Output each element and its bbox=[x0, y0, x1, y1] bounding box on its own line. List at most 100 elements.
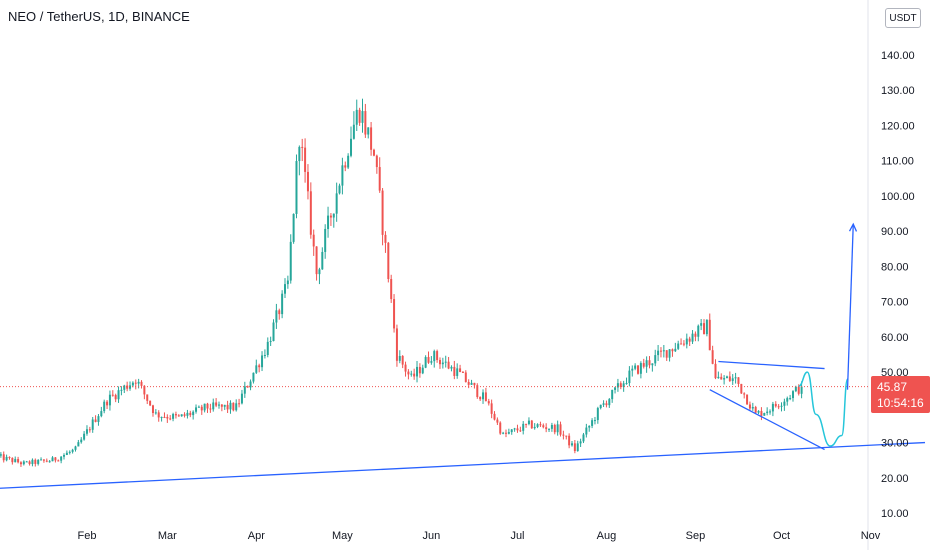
candle-body bbox=[645, 360, 648, 367]
candle-body bbox=[304, 147, 307, 172]
candle-body bbox=[694, 333, 697, 337]
candle-body bbox=[533, 426, 536, 429]
candle-body bbox=[252, 372, 255, 382]
candle-body bbox=[648, 360, 651, 366]
candle-body bbox=[671, 349, 674, 352]
candle-body bbox=[149, 400, 152, 406]
wedge-lower-line[interactable] bbox=[709, 389, 825, 451]
candle-body bbox=[381, 190, 384, 235]
price-axis[interactable]: 10.0020.0030.0040.0050.0060.0070.0080.00… bbox=[881, 50, 915, 520]
candle-body bbox=[705, 319, 708, 335]
candle-body bbox=[186, 412, 189, 416]
candle-body bbox=[637, 365, 640, 374]
candle-body bbox=[539, 424, 542, 426]
last-price-tag: 45.87 10:54:16 bbox=[871, 376, 930, 413]
candle-body bbox=[68, 451, 71, 453]
candle-body bbox=[166, 417, 169, 419]
x-tick-label: Oct bbox=[773, 530, 790, 542]
candle-body bbox=[734, 377, 737, 379]
candle-body bbox=[238, 403, 241, 405]
candle-body bbox=[192, 411, 195, 416]
target-arrow[interactable] bbox=[846, 224, 854, 390]
candle-body bbox=[111, 394, 114, 396]
candle-body bbox=[519, 430, 522, 432]
candle-body bbox=[235, 403, 238, 411]
symbol-title[interactable]: NEO / TetherUS, 1D, BINANCE bbox=[8, 9, 190, 24]
candle-body bbox=[48, 461, 51, 463]
candle-body bbox=[263, 355, 266, 357]
candle-body bbox=[321, 251, 324, 270]
y-tick-label: 20.00 bbox=[881, 473, 909, 485]
candle-body bbox=[757, 410, 760, 413]
y-tick-label: 120.00 bbox=[881, 120, 915, 132]
candle-body bbox=[568, 435, 571, 446]
candle-body bbox=[605, 403, 608, 406]
candle-body bbox=[507, 432, 510, 434]
wedge-upper-line[interactable] bbox=[718, 360, 825, 370]
candle-body bbox=[22, 461, 25, 465]
candle-body bbox=[794, 386, 797, 392]
candle-body bbox=[126, 385, 129, 389]
candle-body bbox=[490, 403, 493, 414]
candle-body bbox=[525, 423, 528, 425]
candle-body bbox=[106, 401, 109, 406]
candle-body bbox=[140, 381, 143, 386]
candle-body bbox=[479, 396, 482, 400]
last-price-value: 45.87 bbox=[877, 380, 908, 394]
candle-body bbox=[493, 413, 496, 420]
candle-body bbox=[677, 343, 680, 349]
candle-body bbox=[189, 412, 192, 416]
candle-body bbox=[436, 351, 439, 360]
candle-body bbox=[622, 383, 625, 387]
candle-body bbox=[355, 109, 358, 125]
candle-body bbox=[261, 355, 264, 368]
currency-button[interactable]: USDT bbox=[885, 8, 921, 28]
candle-body bbox=[424, 357, 427, 368]
candle-body bbox=[341, 165, 344, 186]
candle-body bbox=[395, 328, 398, 361]
candle-body bbox=[682, 343, 685, 345]
candle-body bbox=[246, 386, 249, 388]
support-trendline[interactable] bbox=[0, 441, 926, 489]
candle-body bbox=[120, 389, 123, 391]
candle-body bbox=[200, 406, 203, 411]
candle-body bbox=[504, 432, 507, 434]
candle-body bbox=[700, 323, 703, 326]
candle-body bbox=[172, 414, 175, 419]
candle-body bbox=[748, 404, 751, 409]
candle-body bbox=[659, 350, 662, 352]
projection-curve[interactable] bbox=[798, 371, 849, 447]
candle-body bbox=[40, 459, 43, 461]
candle-body bbox=[769, 411, 772, 413]
candle-body bbox=[131, 382, 134, 386]
candle-body bbox=[266, 341, 269, 356]
candle-body bbox=[513, 428, 516, 430]
candle-body bbox=[430, 361, 433, 363]
candle-body bbox=[157, 412, 160, 418]
candle-body bbox=[384, 234, 387, 243]
candle-body bbox=[720, 376, 723, 380]
candle-body bbox=[123, 385, 126, 390]
candle-body bbox=[783, 401, 786, 406]
candle-body bbox=[433, 351, 436, 362]
candle-body bbox=[332, 213, 335, 218]
candle-body bbox=[786, 398, 789, 402]
bar-countdown: 10:54:16 bbox=[877, 396, 924, 410]
time-axis[interactable]: Feb Mar Apr May Jun Jul Aug Sep Oct Nov bbox=[77, 530, 880, 542]
candle-body bbox=[347, 155, 350, 168]
candle-body bbox=[160, 416, 163, 418]
candle-body bbox=[183, 414, 186, 416]
candle-body bbox=[708, 319, 711, 351]
candle-body bbox=[134, 382, 137, 384]
candle-body bbox=[281, 293, 284, 315]
candle-body bbox=[364, 111, 367, 135]
candle-body bbox=[108, 394, 111, 406]
candle-body bbox=[760, 410, 763, 416]
candle-body bbox=[763, 413, 766, 416]
candle-body bbox=[344, 165, 347, 168]
candle-body bbox=[327, 215, 330, 229]
candle-body bbox=[390, 279, 393, 300]
candle-body bbox=[312, 234, 315, 247]
